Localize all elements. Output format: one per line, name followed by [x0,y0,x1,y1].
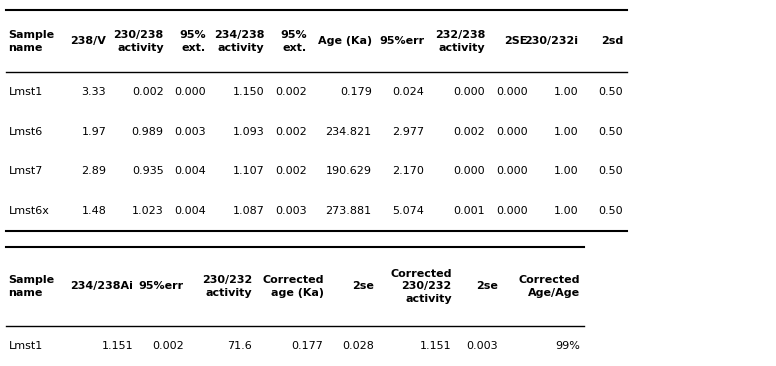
Text: 2se: 2se [352,281,374,291]
Text: 0.935: 0.935 [132,166,164,176]
Text: 0.000: 0.000 [496,166,528,176]
Text: 0.004: 0.004 [174,206,206,216]
Text: Lmst7: Lmst7 [9,166,43,176]
Text: 0.024: 0.024 [393,87,424,97]
Text: 0.002: 0.002 [275,87,307,97]
Text: 2se: 2se [476,281,498,291]
Text: 0.004: 0.004 [174,166,206,176]
Text: 2sd: 2sd [601,36,623,46]
Text: 0.002: 0.002 [152,340,184,351]
Text: 1.150: 1.150 [233,87,265,97]
Text: Corrected
230/232
activity: Corrected 230/232 activity [390,269,452,304]
Text: 232/238
activity: 232/238 activity [435,30,485,53]
Text: 0.177: 0.177 [292,340,324,351]
Text: 1.00: 1.00 [553,87,578,97]
Text: 1.087: 1.087 [233,206,265,216]
Text: 0.179: 0.179 [340,87,372,97]
Text: 95%
ext.: 95% ext. [280,30,307,53]
Text: 95%err: 95%err [379,36,424,46]
Text: 0.000: 0.000 [453,166,485,176]
Text: 5.074: 5.074 [393,206,424,216]
Text: 1.151: 1.151 [102,340,133,351]
Text: 1.00: 1.00 [553,127,578,137]
Text: 71.6: 71.6 [227,340,252,351]
Text: 0.000: 0.000 [496,206,528,216]
Text: 1.093: 1.093 [233,127,265,137]
Text: 1.023: 1.023 [132,206,164,216]
Text: Sample
name: Sample name [9,275,54,298]
Text: 273.881: 273.881 [326,206,372,216]
Text: 0.002: 0.002 [132,87,164,97]
Text: Sample
name: Sample name [9,30,54,53]
Text: Corrected
Age/Age: Corrected Age/Age [518,275,580,298]
Text: 0.50: 0.50 [598,206,623,216]
Text: 234/238Ai: 234/238Ai [71,281,133,291]
Text: 238/V: 238/V [71,36,106,46]
Text: 1.151: 1.151 [420,340,452,351]
Text: 0.003: 0.003 [174,127,206,137]
Text: Age (Ka): Age (Ka) [317,36,372,46]
Text: 2.89: 2.89 [81,166,106,176]
Text: 190.629: 190.629 [326,166,372,176]
Text: Lmst1: Lmst1 [9,340,43,351]
Text: 0.000: 0.000 [174,87,206,97]
Text: Lmst1: Lmst1 [9,87,43,97]
Text: 0.50: 0.50 [598,166,623,176]
Text: 0.002: 0.002 [275,127,307,137]
Text: 234/238
activity: 234/238 activity [214,30,265,53]
Text: 99%: 99% [555,340,580,351]
Text: 1.00: 1.00 [553,166,578,176]
Text: 1.107: 1.107 [233,166,265,176]
Text: 0.028: 0.028 [342,340,374,351]
Text: 1.48: 1.48 [81,206,106,216]
Text: 0.003: 0.003 [466,340,498,351]
Text: Lmst6x: Lmst6x [9,206,50,216]
Text: 230/232
activity: 230/232 activity [202,275,252,298]
Text: 230/238
activity: 230/238 activity [113,30,164,53]
Text: 95%
ext.: 95% ext. [179,30,206,53]
Text: 0.000: 0.000 [453,87,485,97]
Text: 0.002: 0.002 [453,127,485,137]
Text: 2.977: 2.977 [393,127,424,137]
Text: 0.50: 0.50 [598,127,623,137]
Text: 3.33: 3.33 [81,87,106,97]
Text: 2.170: 2.170 [393,166,424,176]
Text: 95%err: 95%err [139,281,184,291]
Text: 0.003: 0.003 [275,206,307,216]
Text: 0.001: 0.001 [453,206,485,216]
Text: 0.000: 0.000 [496,87,528,97]
Text: 2SE: 2SE [504,36,528,46]
Text: 0.989: 0.989 [132,127,164,137]
Text: 230/232i: 230/232i [524,36,578,46]
Text: 1.97: 1.97 [81,127,106,137]
Text: 234.821: 234.821 [326,127,372,137]
Text: Corrected
age (Ka): Corrected age (Ka) [262,275,324,298]
Text: 0.002: 0.002 [275,166,307,176]
Text: 0.50: 0.50 [598,87,623,97]
Text: 1.00: 1.00 [553,206,578,216]
Text: 0.000: 0.000 [496,127,528,137]
Text: Lmst6: Lmst6 [9,127,43,137]
